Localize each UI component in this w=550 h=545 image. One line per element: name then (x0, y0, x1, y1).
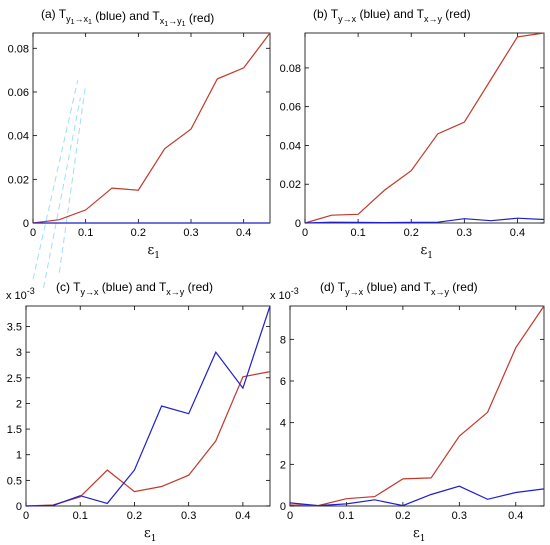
series-line-1 (25, 305, 271, 507)
x-tick-label: 0 (302, 227, 308, 239)
x-tick-label: 0.4 (236, 227, 251, 239)
x-tick-label: 0 (30, 227, 36, 239)
y-tick-label: 4 (280, 418, 286, 430)
x-tick-label: 0.3 (183, 227, 198, 239)
y-tick-label: 0.04 (280, 140, 301, 152)
x-tick-label: 0.4 (235, 510, 250, 522)
series-line-0 (289, 305, 545, 507)
plot-area (304, 32, 545, 224)
y-tick-label: 1.5 (7, 424, 22, 436)
x-tick-label: 0.1 (350, 227, 365, 239)
y-tick-label: 2 (16, 398, 22, 410)
chart-panel-1: 0 0.1 0.2 0.3 0.4 0 0.02 0.04 0.06 0.08 ε1 (b) Ty→x… (280, 7, 545, 261)
y-tick-label: 0 (23, 218, 29, 230)
x-axis-label: ε1 (148, 243, 160, 261)
x-axis-label: ε1 (413, 526, 425, 544)
x-tick-label: 0.4 (508, 510, 523, 522)
y-tick-label: 0.04 (8, 131, 29, 143)
y-tick-label: 0 (295, 218, 301, 230)
y-tick-label: 0.5 (7, 475, 22, 487)
y-tick-label: 0.08 (8, 43, 29, 55)
x-tick-label: 0.3 (457, 227, 472, 239)
y-tick-label: 3.5 (7, 322, 22, 334)
y-tick-label: 0.06 (280, 102, 301, 114)
series-line-1 (289, 485, 545, 507)
panel-title: (a) Ty1→x1 (blue) and Tx1→y1 (red) (41, 7, 214, 28)
x-tick-label: 0.1 (73, 510, 88, 522)
series-line-0 (304, 32, 545, 224)
x-axis-label: ε1 (421, 243, 433, 261)
x-tick-label: 0 (23, 510, 29, 522)
y-exponent-label: x 10-3 (6, 286, 35, 302)
chart-panel-2: 0 0.1 0.2 0.3 0.4 0 0.5 1 1.5 2 2.5 3 3.5 ε1 x 10-3 (c)… (6, 280, 271, 544)
x-tick-label: 0.2 (127, 510, 142, 522)
x-tick-label: 0.4 (510, 227, 525, 239)
plot-area (32, 32, 271, 224)
y-tick-label: 6 (280, 376, 286, 388)
panel-title: (b) Ty→x (blue) and Tx→y (red) (313, 7, 471, 24)
x-tick-label: 0.2 (131, 227, 146, 239)
x-axis-label: ε1 (144, 526, 156, 544)
y-tick-label: 3 (16, 347, 22, 359)
y-tick-label: 0 (16, 501, 22, 513)
y-tick-label: 8 (280, 334, 286, 346)
chart-panel-3: 0 0.1 0.2 0.3 0.4 0 2 4 6 8 ε1 x 10-3 (d) Ty→x (blue… (270, 280, 545, 544)
panel-title: (c) Ty→x (blue) and Tx→y (red) (56, 280, 213, 297)
y-tick-label: 0.08 (280, 63, 301, 75)
series-line-1 (304, 217, 545, 224)
y-tick-label: 2 (280, 459, 286, 471)
x-tick-label: 0.2 (395, 510, 410, 522)
y-exponent-label: x 10-3 (270, 286, 299, 302)
y-tick-label: 2.5 (7, 373, 22, 385)
y-tick-label: 0.02 (8, 174, 29, 186)
x-tick-label: 0.1 (339, 510, 354, 522)
y-tick-label: 0.06 (8, 87, 29, 99)
x-tick-label: 0.1 (78, 227, 93, 239)
x-tick-label: 0.2 (404, 227, 419, 239)
chart-panel-0: 0 0.1 0.2 0.3 0.4 0 0.02 0.04 0.06 0.08 ε1 (a) Ty1→… (8, 7, 271, 289)
plot-area (25, 305, 271, 507)
panel-title: (d) Ty→x (blue) and Tx→y (red) (320, 280, 478, 297)
x-tick-label: 0.3 (452, 510, 467, 522)
x-tick-label: 0 (287, 510, 293, 522)
watermark (32, 80, 87, 289)
y-tick-label: 0 (280, 501, 286, 513)
plot-area (289, 305, 545, 507)
series-line-0 (32, 32, 271, 224)
y-tick-label: 0.02 (280, 179, 301, 191)
y-tick-label: 1 (16, 450, 22, 462)
x-tick-label: 0.3 (181, 510, 196, 522)
